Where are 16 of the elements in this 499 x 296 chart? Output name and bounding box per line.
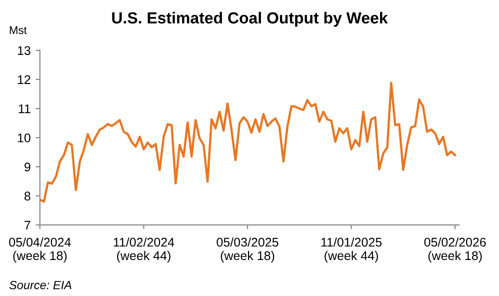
- y-tick-label: 12: [18, 75, 30, 84]
- y-tick-label: 10: [18, 133, 30, 142]
- x-tick-label: 11/01/2025 (week 44): [321, 237, 382, 263]
- chart-title: U.S. Estimated Coal Output by Week: [112, 12, 388, 27]
- x-tick-label: 05/03/2025 (week 18): [216, 237, 278, 263]
- y-tick-label: 8: [24, 192, 30, 201]
- y-tick-label: 11: [18, 104, 30, 114]
- source-note: Source: EIA: [9, 280, 72, 290]
- x-tick-label: 05/02/2026 (week 18): [424, 237, 486, 263]
- y-tick-label: 9: [24, 162, 30, 172]
- y-tick-label: 7: [24, 220, 30, 230]
- y-tick-label: 13: [18, 46, 30, 55]
- x-tick-label: 05/04/2024 (week 18): [9, 237, 71, 263]
- line-series: [40, 82, 456, 203]
- y-axis-title: Mst: [10, 26, 27, 34]
- x-tick-label: 11/02/2024 (week 44): [114, 237, 174, 263]
